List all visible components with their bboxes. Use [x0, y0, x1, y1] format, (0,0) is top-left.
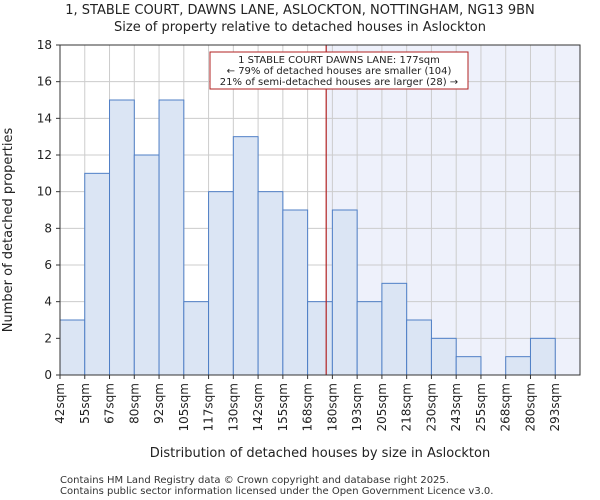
x-tick-label: 42sqm	[53, 383, 67, 424]
x-ticks: 42sqm 55sqm 67sqm 80sqm 92sqm 105sqm 117sqm 130…	[53, 375, 562, 431]
x-tick-label: 293sqm	[548, 383, 562, 431]
annotation-line-2: ← 79% of detached houses are smaller (10…	[227, 66, 452, 77]
y-tick-label: 10	[37, 185, 52, 199]
x-tick-label: 55sqm	[78, 383, 92, 424]
bar	[406, 319, 432, 376]
x-tick-label: 205sqm	[375, 383, 389, 431]
x-tick-label: 255sqm	[474, 383, 488, 431]
y-tick-label: 16	[37, 75, 52, 89]
bars	[59, 99, 556, 376]
bar	[331, 209, 358, 376]
bar	[307, 301, 333, 376]
y-axis-label: Number of detached properties	[1, 128, 16, 333]
y-tick-label: 18	[37, 38, 52, 52]
x-tick-label: 193sqm	[350, 383, 364, 431]
x-tick-label: 105sqm	[177, 383, 191, 431]
chart-title: 1, STABLE COURT, DAWNS LANE, ASLOCKTON, …	[65, 3, 535, 18]
x-tick-label: 80sqm	[127, 383, 141, 424]
footer-line-2: Contains public sector information licen…	[60, 486, 493, 497]
x-tick-label: 92sqm	[152, 383, 166, 424]
bar	[282, 209, 309, 376]
bar	[59, 319, 86, 376]
footer-line-1: Contains HM Land Registry data © Crown c…	[60, 475, 449, 486]
x-tick-label: 142sqm	[251, 383, 265, 431]
x-tick-label: 280sqm	[523, 383, 537, 431]
x-axis-label: Distribution of detached houses by size …	[150, 446, 490, 461]
bar	[356, 301, 383, 376]
y-tick-label: 8	[44, 221, 52, 235]
x-tick-label: 67sqm	[103, 383, 117, 424]
annotation-line-3: 21% of semi-detached houses are larger (…	[220, 77, 458, 88]
y-ticks: 0 2 4 6 8 10 12 14 16 18	[37, 38, 60, 382]
bar	[183, 301, 210, 376]
bar	[455, 356, 482, 376]
y-tick-label: 4	[44, 295, 52, 309]
bar	[257, 191, 284, 376]
bar	[109, 99, 135, 376]
y-tick-label: 12	[37, 148, 52, 162]
bar	[158, 99, 185, 376]
x-tick-label: 117sqm	[202, 383, 216, 431]
x-tick-label: 218sqm	[400, 383, 414, 431]
y-tick-label: 2	[44, 331, 52, 345]
annotation-border	[209, 51, 469, 90]
bar	[133, 154, 160, 376]
x-tick-label: 130sqm	[226, 383, 240, 431]
bar	[529, 337, 556, 376]
x-tick-label: 243sqm	[449, 383, 463, 431]
annotation-line-1: 1 STABLE COURT DAWNS LANE: 177sqm	[238, 55, 440, 66]
x-tick-label: 155sqm	[276, 383, 290, 431]
y-tick-label: 14	[37, 111, 52, 125]
chart-subtitle: Size of property relative to detached ho…	[114, 20, 486, 35]
y-tick-label: 0	[44, 368, 52, 382]
plot-frame	[59, 44, 581, 376]
bar	[232, 136, 259, 376]
annotation-box: 1 STABLE COURT DAWNS LANE: 177sqm ← 79% …	[209, 51, 469, 90]
x-tick-label: 230sqm	[424, 383, 438, 431]
y-tick-label: 6	[44, 258, 52, 272]
bar	[84, 172, 111, 376]
bar	[381, 282, 408, 376]
x-tick-label: 180sqm	[325, 383, 339, 431]
x-tick-label: 168sqm	[301, 383, 315, 431]
x-tick-label: 268sqm	[499, 383, 513, 431]
bar	[430, 337, 457, 376]
axes	[59, 44, 581, 376]
bar	[505, 356, 531, 376]
bar	[208, 191, 234, 376]
